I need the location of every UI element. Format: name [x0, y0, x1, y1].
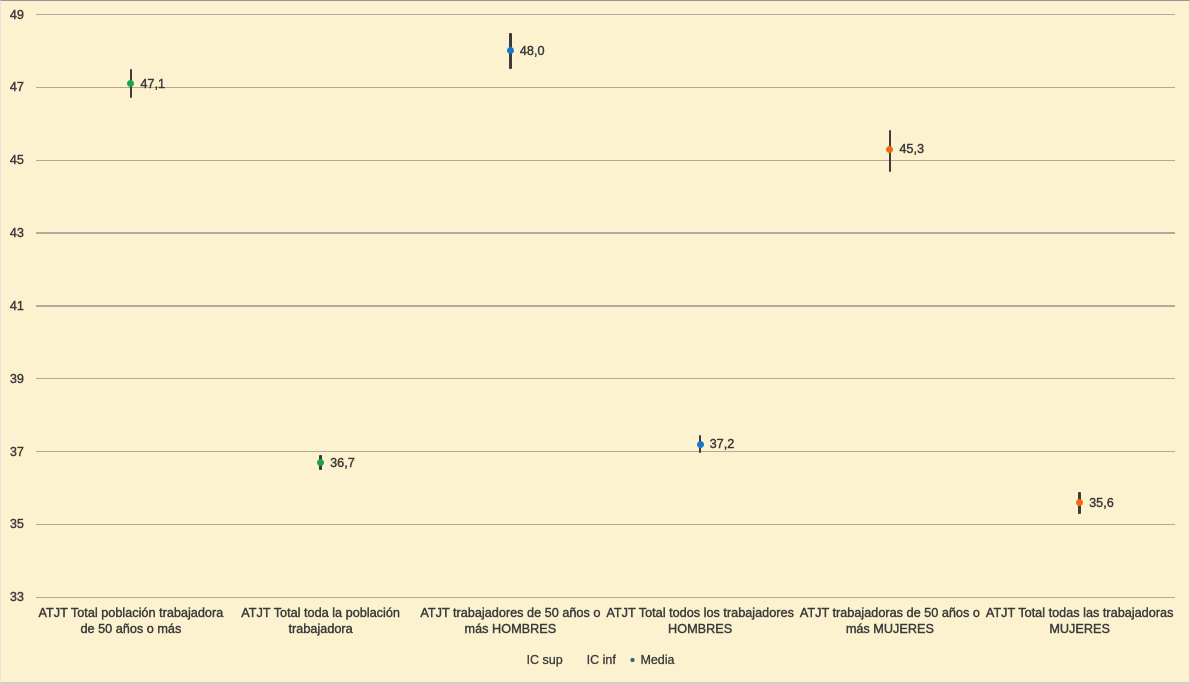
gridline-33: [36, 596, 1175, 598]
y-tick-label-33: 33: [9, 590, 25, 605]
gridline-35: [36, 523, 1175, 526]
y-tick-label-39: 39: [9, 371, 25, 386]
y-tick-label-49: 49: [9, 7, 25, 22]
gridline-37: [36, 451, 1175, 453]
legend-item-ic-sup: IC sup: [526, 653, 563, 667]
data-label: 47,1: [140, 76, 166, 91]
category-label: ATJT Total población trabajadora de 50 a…: [38, 605, 224, 636]
mean-marker: [506, 47, 514, 55]
legend-item-media: Media: [640, 653, 675, 667]
data-label: 35,6: [1089, 495, 1114, 510]
y-tick-label-47: 47: [9, 80, 25, 95]
mean-marker: [127, 80, 135, 88]
mean-marker: [696, 440, 704, 448]
category-label: ATJT Total toda la población trabajadora: [241, 605, 400, 636]
gridline-49: [36, 13, 1175, 16]
gridline-39: [36, 378, 1175, 380]
mean-marker: [317, 459, 325, 467]
category-label: ATJT Total todos los trabajadores HOMBRE…: [606, 605, 794, 636]
y-tick-label-41: 41: [9, 298, 25, 313]
mean-marker: [886, 145, 894, 153]
y-tick-label-45: 45: [9, 153, 25, 168]
gridline-47: [36, 86, 1175, 88]
category-label: ATJT trabajadores de 50 años o más HOMBR…: [420, 605, 601, 636]
legend: IC sup IC inf Media: [6, 653, 1190, 667]
data-label: 48,0: [519, 43, 545, 58]
legend-media-marker-icon: [630, 658, 635, 662]
y-tick-label-43: 43: [9, 226, 25, 241]
mean-marker: [1076, 499, 1084, 507]
gridline-45: [36, 159, 1175, 161]
data-label: 45,3: [899, 142, 925, 157]
gridline-41: [36, 305, 1175, 307]
category-label: ATJT trabajadoras de 50 años o más MUJER…: [799, 605, 980, 636]
category-label: ATJT Total todas las trabajadoras MUJERE…: [985, 605, 1174, 636]
data-label: 36,7: [330, 455, 355, 470]
gridline-43: [36, 232, 1175, 234]
legend-item-ic-inf: IC inf: [586, 653, 616, 667]
y-tick-label-37: 37: [9, 444, 25, 459]
data-label: 37,2: [709, 437, 735, 452]
y-tick-label-35: 35: [9, 517, 25, 532]
